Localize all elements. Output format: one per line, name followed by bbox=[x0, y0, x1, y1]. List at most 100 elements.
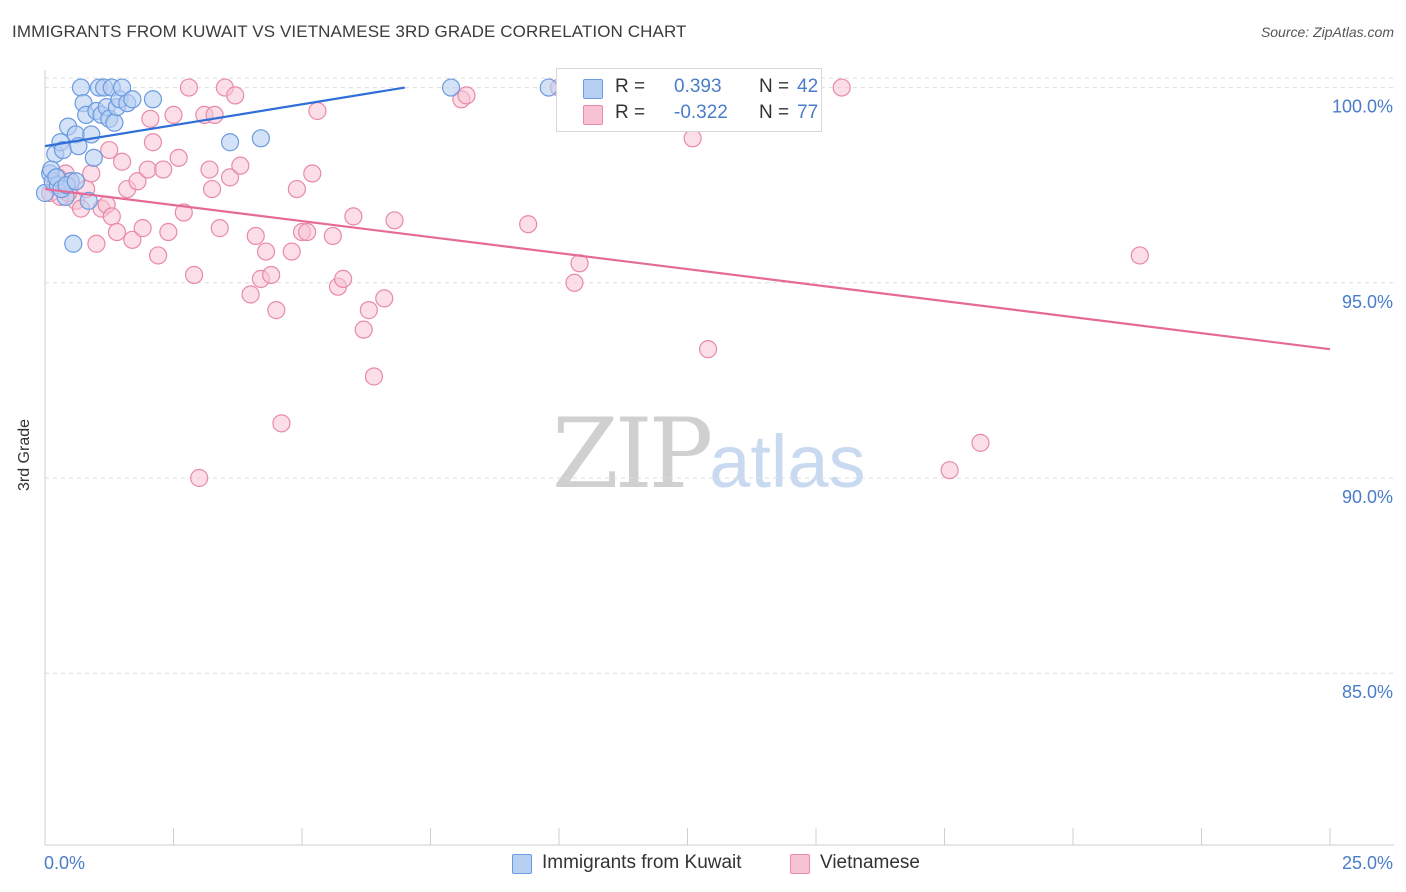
legend-label-kuwait: Immigrants from Kuwait bbox=[542, 852, 742, 873]
watermark-atlas: atlas bbox=[709, 420, 866, 503]
vietnamese-point bbox=[143, 133, 163, 152]
legend-swatch-vietnamese bbox=[583, 105, 603, 125]
vietnamese-point bbox=[262, 265, 281, 285]
vietnamese-point bbox=[323, 226, 342, 246]
tick-labels: 100.0% 95.0% 90.0% 85.0% 0.0% 25.0% bbox=[44, 97, 1393, 873]
vietnamese-point bbox=[256, 242, 276, 261]
vietnamese-point bbox=[272, 414, 291, 433]
kuwait-point bbox=[123, 90, 142, 109]
vietnamese-point bbox=[202, 179, 222, 199]
x-tick-label: 25.0% bbox=[1342, 853, 1393, 873]
legend-r-value: -0.322 bbox=[674, 102, 728, 123]
legend-r-label: R = bbox=[615, 76, 646, 97]
vietnamese-point bbox=[457, 86, 476, 105]
watermark-zip: ZIP bbox=[552, 398, 713, 510]
vietnamese-point bbox=[354, 320, 373, 339]
legend-n-value: 77 bbox=[797, 102, 819, 123]
kuwait-point bbox=[71, 78, 91, 97]
vietnamese-point bbox=[102, 207, 121, 226]
vietnamese-point bbox=[344, 207, 363, 226]
vietnamese-point bbox=[179, 78, 199, 97]
vietnamese-point bbox=[112, 152, 132, 171]
vietnamese-point bbox=[82, 164, 101, 183]
vietnamese-point bbox=[940, 461, 959, 480]
vietnamese-point bbox=[303, 164, 322, 183]
vietnamese-point bbox=[169, 148, 188, 167]
x-tick-label: 0.0% bbox=[44, 853, 85, 873]
vietnamese-point bbox=[174, 203, 193, 222]
kuwait-point bbox=[220, 133, 240, 152]
vietnamese-point bbox=[226, 86, 245, 105]
legend-r-value: 0.393 bbox=[674, 76, 722, 97]
series-legend: Immigrants from Kuwait Vietnamese bbox=[0, 852, 1406, 878]
vietnamese-point bbox=[205, 105, 224, 124]
vietnamese-point bbox=[246, 226, 265, 246]
kuwait-point bbox=[143, 90, 163, 109]
vietnamese-point bbox=[141, 109, 160, 128]
vietnamese-point bbox=[375, 289, 394, 308]
vietnamese-point bbox=[138, 160, 157, 179]
zipatlas-watermark: ZIPatlas bbox=[552, 398, 866, 510]
kuwait-trend-line bbox=[44, 86, 405, 148]
vietnamese-point bbox=[334, 269, 353, 288]
vietnamese-point bbox=[287, 179, 306, 199]
y-tick-label: 85.0% bbox=[1342, 682, 1393, 702]
legend-label-vietnamese: Vietnamese bbox=[820, 852, 920, 873]
kuwait-points bbox=[35, 78, 558, 253]
vietnamese-point bbox=[832, 78, 851, 97]
legend-swatch-vietnamese bbox=[790, 854, 810, 874]
correlation-legend: R = 0.393 N = 42 R = -0.322 N = 77 bbox=[556, 68, 822, 132]
vietnamese-point bbox=[1130, 246, 1149, 265]
vietnamese-point bbox=[148, 246, 168, 265]
vietnamese-point bbox=[359, 301, 378, 320]
legend-swatch-kuwait bbox=[583, 79, 603, 99]
kuwait-point bbox=[64, 234, 83, 253]
vietnamese-point bbox=[100, 140, 119, 160]
legend-n-value: 42 bbox=[797, 76, 819, 97]
vietnamese-point bbox=[231, 156, 250, 175]
vietnamese-point bbox=[385, 211, 404, 230]
vietnamese-point bbox=[190, 468, 209, 488]
vietnamese-point bbox=[364, 367, 384, 386]
vietnamese-point bbox=[133, 219, 152, 238]
vietnamese-point bbox=[107, 222, 127, 242]
chart-title: IMMIGRANTS FROM KUWAIT VS VIETNAMESE 3RD… bbox=[12, 22, 687, 41]
kuwait-point bbox=[441, 78, 461, 97]
legend-n-label: N = bbox=[759, 102, 790, 123]
kuwait-point bbox=[105, 113, 124, 132]
vietnamese-trend-line bbox=[44, 187, 1331, 351]
vietnamese-point bbox=[200, 160, 219, 179]
y-tick-label: 100.0% bbox=[1332, 97, 1393, 117]
vietnamese-point bbox=[154, 160, 173, 179]
kuwait-point bbox=[539, 78, 558, 97]
vietnamese-point bbox=[128, 172, 147, 191]
vietnamese-point bbox=[971, 433, 990, 452]
vietnamese-point bbox=[698, 340, 718, 359]
kuwait-point bbox=[251, 129, 270, 148]
legend-swatch-kuwait bbox=[512, 854, 532, 874]
vietnamese-point bbox=[159, 222, 178, 242]
vietnamese-point bbox=[123, 230, 142, 249]
vietnamese-point bbox=[519, 215, 538, 234]
vietnamese-point bbox=[184, 265, 204, 285]
y-tick-label: 90.0% bbox=[1342, 487, 1393, 507]
vietnamese-point bbox=[220, 168, 240, 187]
legend-r-label: R = bbox=[615, 102, 646, 123]
vietnamese-point bbox=[683, 129, 702, 148]
trend-lines bbox=[44, 86, 1331, 351]
legend-n-label: N = bbox=[759, 76, 790, 97]
vietnamese-point bbox=[565, 273, 584, 292]
vietnamese-point bbox=[282, 242, 301, 261]
source-label: Source: ZipAtlas.com bbox=[1260, 24, 1394, 40]
axes bbox=[44, 70, 1394, 846]
y-tick-label: 95.0% bbox=[1342, 292, 1393, 312]
kuwait-point bbox=[84, 148, 103, 167]
vietnamese-point bbox=[267, 301, 286, 320]
kuwait-point bbox=[66, 172, 85, 191]
vietnamese-point bbox=[298, 222, 317, 242]
vietnamese-point bbox=[210, 219, 229, 238]
vietnamese-point bbox=[87, 234, 106, 253]
vietnamese-point bbox=[164, 105, 183, 124]
vietnamese-point bbox=[308, 101, 327, 121]
